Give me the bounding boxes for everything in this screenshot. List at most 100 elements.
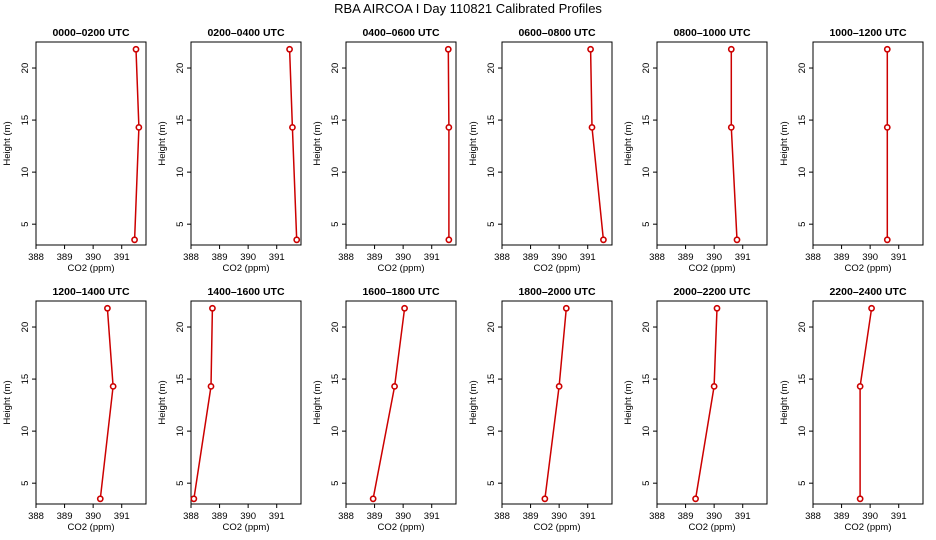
x-tick-label: 389 [834,511,850,522]
x-tick-label: 389 [212,252,228,263]
y-axis-label: Height (m) [157,121,168,165]
x-tick-label: 388 [28,511,44,522]
x-tick-label: 390 [706,252,722,263]
profile-line [372,308,406,499]
profile-point [883,236,891,244]
y-tick-label: 10 [175,167,186,178]
profile-point [868,304,875,312]
profile-line [730,49,738,240]
profile-point [190,495,198,503]
y-axis-label: Height (m) [623,380,634,424]
y-tick-label: 5 [797,222,808,227]
y-tick-label: 15 [797,115,808,126]
profile-line [193,308,214,499]
profile-point [289,123,296,131]
plot-frame [345,300,457,505]
profile-point [856,495,864,503]
profile-panel: 0800–1000 UTC 388 389 390 391 5 10 15 20 CO2 (ppm… [623,27,768,274]
y-tick-label: 20 [797,322,808,333]
x-tick-label: 389 [212,511,228,522]
plot-frame [345,41,457,246]
x-tick-label: 388 [338,252,354,263]
x-tick-label: 390 [85,511,101,522]
profile-point [710,382,718,390]
y-tick-label: 20 [641,322,652,333]
profile-point [562,304,570,312]
x-tick-label: 390 [85,252,101,263]
x-tick-label: 391 [735,511,751,522]
x-tick-label: 390 [395,252,411,263]
profile-point [209,304,216,312]
y-tick-label: 10 [797,167,808,178]
profile-panel: 1000–1200 UTC 388 389 390 391 5 10 15 20 CO2 (ppm… [779,27,924,274]
x-tick-label: 390 [395,511,411,522]
y-tick-label: 20 [330,63,341,74]
y-tick-label: 20 [175,63,186,74]
x-axis-label: CO2 (ppm) [845,263,892,274]
plot-frame [190,41,302,246]
y-axis-label: Height (m) [779,121,790,165]
x-tick-label: 388 [28,252,44,263]
y-axis-label: Height (m) [779,380,790,424]
x-tick-label: 388 [649,511,665,522]
x-tick-label: 391 [891,511,907,522]
y-axis-label: Height (m) [623,121,634,165]
profile-point [727,123,735,131]
x-tick-label: 389 [523,511,539,522]
profile-point [600,236,607,244]
y-tick-label: 10 [641,426,652,437]
y-tick-label: 5 [641,222,652,227]
x-tick-label: 388 [183,252,199,263]
x-tick-label: 390 [240,511,256,522]
x-axis-label: CO2 (ppm) [689,522,736,533]
panel-title: 1000–1200 UTC [829,27,906,39]
x-tick-label: 389 [678,511,694,522]
profile-point [444,45,452,53]
y-tick-label: 20 [20,63,31,74]
x-axis-label: CO2 (ppm) [534,263,581,274]
plot-frame [35,300,147,505]
profile-point [135,123,143,131]
x-tick-label: 391 [114,511,130,522]
y-tick-label: 10 [330,167,341,178]
y-tick-label: 5 [641,481,652,486]
plot-frame [812,41,924,246]
x-tick-label: 390 [706,511,722,522]
x-tick-label: 388 [805,252,821,263]
profile-point [109,382,117,390]
x-tick-label: 391 [269,252,285,263]
profile-point [391,382,398,390]
profile-point [713,304,721,312]
x-tick-label: 391 [891,252,907,263]
y-tick-label: 20 [330,322,341,333]
profile-line [589,49,605,240]
y-tick-label: 5 [20,222,31,227]
y-tick-label: 10 [486,167,497,178]
profile-point [541,495,549,503]
x-tick-label: 388 [649,252,665,263]
panel-title: 0800–1000 UTC [673,27,750,39]
profile-point [104,304,111,312]
y-axis-label: Height (m) [157,380,168,424]
x-axis-label: CO2 (ppm) [223,263,270,274]
panel-title: 1200–1400 UTC [52,286,129,298]
y-tick-label: 10 [20,426,31,437]
profile-point [727,45,735,53]
y-tick-label: 15 [330,374,341,385]
x-tick-label: 391 [580,252,596,263]
profile-panel: 0600–0800 UTC 388 389 390 391 5 10 15 20 CO2 (ppm… [468,27,613,274]
y-tick-label: 5 [175,481,186,486]
y-tick-label: 20 [175,322,186,333]
y-tick-label: 20 [641,63,652,74]
profile-line [447,49,450,240]
y-tick-label: 10 [175,426,186,437]
profile-panel: 0000–0200 UTC 388 389 390 391 5 10 15 20 CO2 (ppm… [2,27,147,274]
plot-frame [812,300,924,505]
profile-point [369,495,377,503]
y-tick-label: 15 [797,374,808,385]
profile-panel: 0400–0600 UTC 388 389 390 391 5 10 15 20 CO2 (ppm… [312,27,457,274]
x-tick-label: 389 [57,252,73,263]
plot-frame [35,41,147,246]
